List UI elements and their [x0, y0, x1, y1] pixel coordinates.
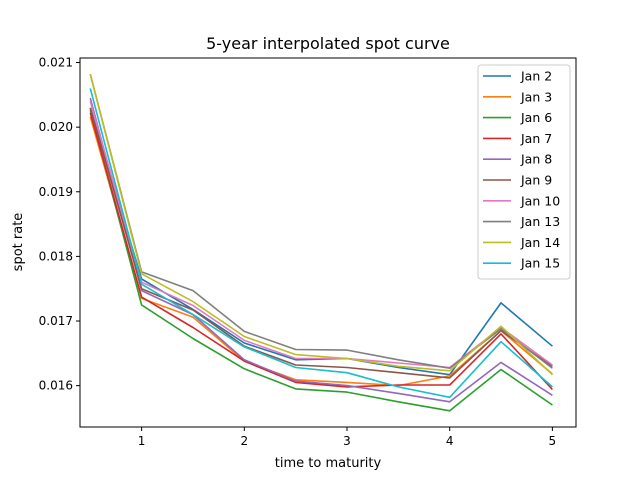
series-line [89, 97, 553, 403]
series-line [89, 110, 553, 412]
legend-label: Jan 6 [520, 110, 552, 125]
y-axis-label: spot rate [11, 213, 26, 272]
series-line [89, 112, 553, 391]
legend-label: Jan 9 [520, 173, 552, 188]
y-tick-label: 0.016 [39, 379, 73, 393]
series-line [89, 74, 553, 376]
legend-label: Jan 8 [520, 152, 552, 167]
x-tick-label: 3 [343, 434, 351, 448]
y-tick-label: 0.019 [39, 185, 73, 199]
y-tick-label: 0.021 [39, 56, 73, 70]
plot-frame [79, 57, 577, 428]
x-tick-label: 5 [549, 434, 557, 448]
x-axis: 1 2 3 4 5 [138, 427, 556, 448]
legend-label: Jan 3 [520, 89, 552, 104]
legend-label: Jan 14 [520, 235, 560, 250]
chart-title: 5-year interpolated spot curve [206, 34, 450, 53]
legend-label: Jan 7 [520, 131, 552, 146]
x-axis-label: time to maturity [275, 456, 382, 471]
series-line [89, 88, 553, 399]
legend-label: Jan 10 [520, 193, 560, 208]
legend-label: Jan 15 [520, 256, 560, 271]
legend-box [477, 64, 571, 280]
y-tick-label: 0.020 [39, 120, 73, 134]
legend-items: Jan 2 Jan 3 Jan 6 Jan 7 Jan 8 Jan 9 Jan 10 Jan … [483, 69, 560, 271]
legend-label: Jan 13 [520, 214, 560, 229]
x-tick-label: 2 [240, 434, 248, 448]
y-axis: 0.016 0.017 0.018 0.019 0.020 0.021 [39, 56, 80, 393]
x-tick-label: 4 [446, 434, 454, 448]
legend-label: Jan 2 [520, 69, 552, 84]
y-tick-label: 0.018 [39, 249, 73, 263]
x-tick-label: 1 [138, 434, 146, 448]
legend: Jan 2 Jan 3 Jan 6 Jan 7 Jan 8 Jan 9 Jan 10 Jan … [477, 64, 571, 280]
y-tick-label: 0.017 [39, 314, 73, 328]
plot-lines [89, 73, 553, 412]
